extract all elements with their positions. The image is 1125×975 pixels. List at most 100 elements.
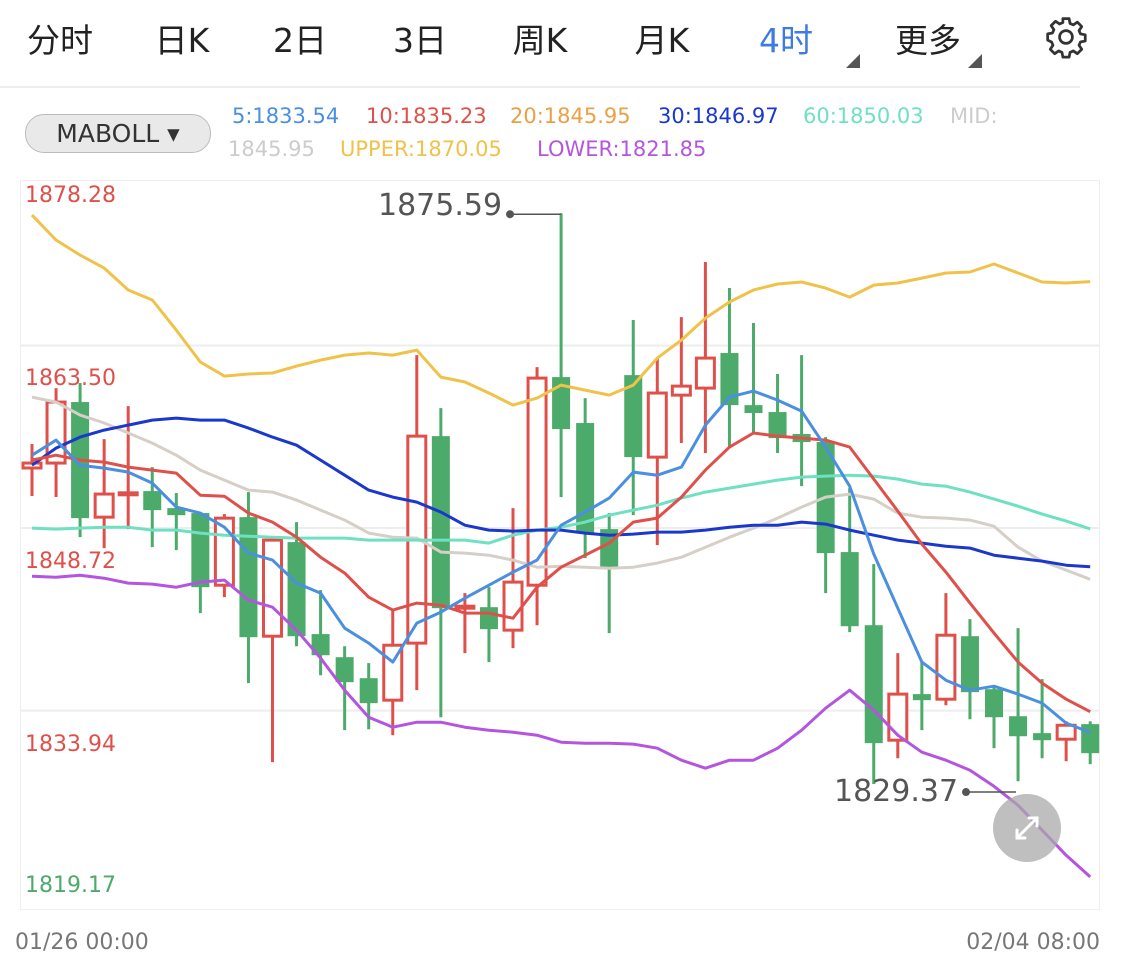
- candle-body: [576, 423, 595, 534]
- candle-body: [93, 492, 115, 519]
- low-annotation: 1829.37: [834, 774, 959, 809]
- y-tick-middle: 1848.72: [25, 549, 116, 574]
- candle: [816, 437, 835, 594]
- candle: [502, 508, 524, 649]
- candle-body: [167, 508, 186, 516]
- candle-body: [21, 461, 43, 470]
- candle: [670, 317, 692, 444]
- candle-body: [552, 377, 571, 430]
- candle-body: [431, 436, 450, 609]
- legend-mid-value: 1845.95: [228, 137, 315, 161]
- candle-body: [1055, 723, 1077, 741]
- legend-ma20: 20:1845.95: [510, 104, 631, 128]
- legend-lower: LOWER:1821.85: [537, 137, 707, 161]
- candle-body: [479, 607, 498, 630]
- y-tick-top: 1878.28: [25, 183, 116, 208]
- tab-daily-k[interactable]: 日K: [154, 21, 210, 60]
- legend-ma30: 30:1846.97: [658, 104, 779, 128]
- expand-icon: [1015, 816, 1039, 840]
- candle-body: [694, 356, 716, 390]
- candle: [454, 593, 476, 654]
- tab-more[interactable]: 更多: [895, 21, 961, 60]
- candle: [479, 587, 498, 663]
- high-annotation: 1875.59: [378, 188, 503, 223]
- candle: [239, 492, 258, 684]
- fullscreen-button[interactable]: [993, 794, 1061, 862]
- candle: [431, 408, 450, 718]
- candle-body: [311, 634, 330, 656]
- tab-weekly-k[interactable]: 周K: [512, 21, 568, 60]
- candle: [143, 467, 162, 548]
- candle-body: [960, 636, 979, 693]
- candle-body: [670, 384, 692, 397]
- chart-area[interactable]: [20, 180, 1100, 910]
- candle: [526, 367, 548, 626]
- candle: [406, 355, 428, 691]
- candle: [1081, 721, 1100, 765]
- candle: [21, 444, 43, 497]
- candle: [382, 610, 404, 736]
- candle-body: [768, 412, 787, 439]
- legend-ma5: 5:1833.54: [232, 104, 340, 128]
- tab-4-hour[interactable]: 4时: [759, 21, 813, 60]
- gear-icon[interactable]: [1044, 15, 1088, 59]
- candle-body: [935, 633, 957, 701]
- candle: [768, 374, 787, 454]
- legend-ma10: 10:1835.23: [366, 104, 487, 128]
- line-series-5: [31, 389, 1091, 734]
- candle: [960, 619, 979, 720]
- candle: [167, 493, 186, 551]
- candle-body: [1009, 716, 1028, 737]
- candle-body: [744, 405, 763, 414]
- tab-monthly-k[interactable]: 月K: [634, 21, 690, 60]
- candle: [864, 564, 883, 785]
- y-tick-upper: 1863.50: [25, 366, 116, 391]
- more-corner-icon: [968, 54, 982, 68]
- candle-body: [526, 376, 548, 587]
- candle-body: [720, 353, 739, 406]
- candle-body: [502, 580, 524, 632]
- candle: [1009, 628, 1028, 782]
- candle: [985, 685, 1003, 749]
- dropdown-corner-icon: [846, 54, 860, 68]
- candle-body: [262, 538, 283, 638]
- tab-2-day[interactable]: 2日: [273, 21, 327, 60]
- candle-body: [359, 678, 378, 704]
- candle-body: [646, 391, 668, 459]
- y-tick-bottom: 1819.17: [25, 873, 116, 898]
- candle: [646, 358, 668, 546]
- chevron-down-icon: ▾: [167, 119, 180, 148]
- candle-body: [985, 689, 1003, 718]
- tab-3-day[interactable]: 3日: [393, 21, 447, 60]
- line-series-10: [31, 431, 1091, 714]
- candle: [311, 590, 330, 676]
- line-series-30: [31, 416, 1091, 569]
- indicator-dropdown[interactable]: MABOLL ▾: [25, 114, 211, 153]
- line-series-upper: [30, 214, 1091, 407]
- candle: [45, 388, 67, 498]
- line-series-lower: [31, 573, 1092, 879]
- legend-upper: UPPER:1870.05: [340, 137, 502, 161]
- candle: [720, 288, 739, 448]
- candle: [262, 537, 283, 763]
- y-tick-lower: 1833.94: [25, 732, 116, 757]
- candle: [93, 439, 115, 549]
- candle: [840, 488, 859, 633]
- candle: [624, 320, 643, 516]
- candle-body: [1033, 733, 1052, 741]
- candle: [887, 653, 909, 759]
- candle-body: [335, 657, 354, 683]
- candle: [1033, 679, 1052, 759]
- candle-body: [624, 375, 643, 458]
- candle: [600, 513, 619, 634]
- x-start-label: 01/26 00:00: [15, 930, 149, 955]
- candle-body: [864, 625, 883, 744]
- candle: [1055, 721, 1077, 762]
- candle-body: [143, 491, 162, 511]
- period-tabs: 分时 日K 2日 3日 周K 月K 4时 更多: [0, 0, 1087, 88]
- candle-body: [287, 542, 306, 637]
- tab-intraday[interactable]: 分时: [27, 21, 93, 60]
- candle: [191, 512, 210, 614]
- candle-body: [840, 552, 859, 627]
